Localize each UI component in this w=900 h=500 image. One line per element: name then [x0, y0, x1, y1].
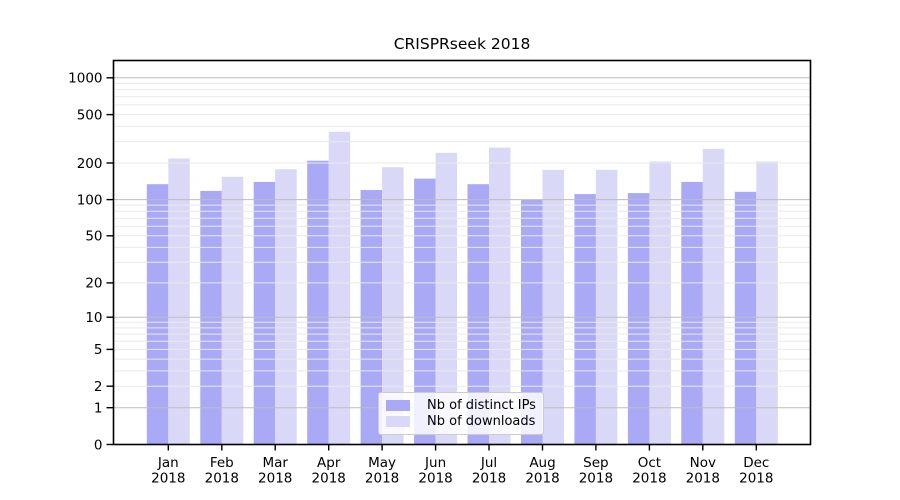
y-tick-label: 1	[94, 401, 103, 417]
bar-nb-of-distinct-ips-apr	[307, 160, 329, 445]
legend-swatch-distinct-ips	[386, 399, 410, 411]
bar-nb-of-downloads-feb	[221, 176, 244, 445]
y-tick-label: 10	[85, 310, 102, 326]
x-tick-label-year: 2018	[632, 471, 666, 487]
x-tick-label-month: Mar	[262, 455, 288, 471]
x-tick-label-year: 2018	[472, 471, 506, 487]
bar-nb-of-distinct-ips-sep	[574, 194, 596, 445]
bar-nb-of-distinct-ips-oct	[627, 193, 650, 445]
legend-label-downloads: Nb of downloads	[427, 414, 536, 430]
bar-nb-of-downloads-oct	[649, 161, 671, 445]
bar-nb-of-downloads-apr	[328, 131, 351, 445]
bar-nb-of-distinct-ips-jun	[414, 178, 436, 445]
plot-border	[112, 59, 812, 446]
x-tick-label-month: Sep	[583, 455, 608, 471]
x-tick-label-year: 2018	[205, 471, 239, 487]
x-tick-label-month: Oct	[638, 455, 661, 471]
bar-nb-of-distinct-ips-mar	[253, 181, 276, 445]
x-tick-label-year: 2018	[579, 471, 613, 487]
legend-item-distinct-ips: Nb of distinct IPs	[386, 397, 536, 413]
legend-swatch-downloads	[386, 416, 410, 428]
y-tick-label: 1000	[68, 71, 102, 87]
chart-title: CRISPRseek 2018	[393, 35, 531, 53]
x-tick-label-month: Aug	[529, 455, 555, 471]
legend: Nb of distinct IPs Nb of downloads	[378, 392, 544, 435]
bar-nb-of-downloads-may	[382, 167, 404, 445]
x-tick-label-month: Jul	[480, 455, 497, 471]
legend-label-distinct-ips: Nb of distinct IPs	[427, 397, 536, 413]
bar-nb-of-downloads-nov	[702, 148, 725, 445]
y-tick-label: 2	[94, 379, 103, 395]
bar-nb-of-downloads-jan	[168, 158, 190, 445]
x-tick-label-year: 2018	[525, 471, 559, 487]
bar-nb-of-downloads-jun	[435, 152, 458, 445]
x-tick-label-month: Jun	[424, 455, 446, 471]
y-tick-label: 5	[94, 342, 103, 358]
x-tick-label-year: 2018	[151, 471, 185, 487]
x-tick-label-year: 2018	[418, 471, 452, 487]
y-tick-label: 200	[77, 156, 103, 172]
bar-nb-of-downloads-mar	[275, 169, 297, 445]
x-tick-label-year: 2018	[312, 471, 346, 487]
y-tick-label: 500	[77, 107, 103, 123]
bar-nb-of-distinct-ips-dec	[734, 191, 757, 445]
x-tick-label-month: May	[368, 455, 396, 471]
y-tick-label: 0	[94, 437, 103, 453]
y-tick-label: 50	[85, 229, 102, 245]
x-tick-label-year: 2018	[686, 471, 720, 487]
y-tick-label: 20	[85, 276, 102, 292]
x-tick-label-month: Jan	[157, 455, 179, 471]
x-tick-label-month: Feb	[210, 455, 234, 471]
x-tick-label-year: 2018	[739, 471, 773, 487]
x-tick-label-year: 2018	[365, 471, 399, 487]
x-tick-label-month: Nov	[690, 455, 716, 471]
x-tick-label-month: Dec	[743, 455, 769, 471]
legend-item-downloads: Nb of downloads	[386, 414, 535, 430]
bar-nb-of-distinct-ips-nov	[681, 181, 703, 445]
bar-nb-of-distinct-ips-jul	[467, 184, 489, 445]
x-tick-label-year: 2018	[258, 471, 292, 487]
bar-nb-of-downloads-dec	[756, 161, 778, 445]
y-tick-label: 100	[77, 192, 103, 208]
bar-nb-of-distinct-ips-jan	[146, 184, 169, 445]
x-tick-label-month: Apr	[317, 455, 341, 471]
bar-nb-of-downloads-sep	[595, 169, 618, 445]
bar-nb-of-downloads-jul	[489, 147, 511, 445]
bar-nb-of-downloads-aug	[542, 169, 564, 445]
